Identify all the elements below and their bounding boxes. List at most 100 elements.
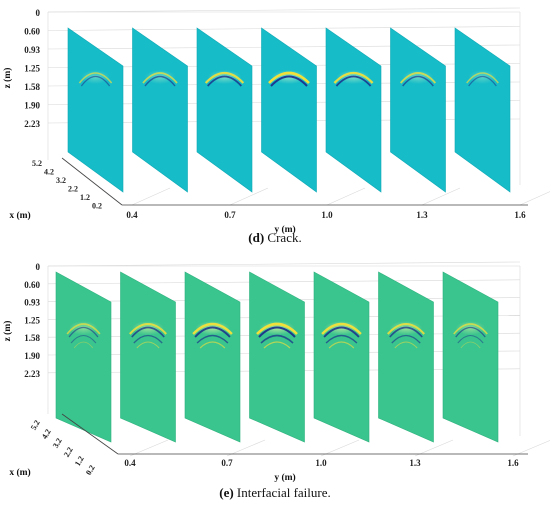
slice-plane — [261, 27, 317, 193]
anomaly-reflection-yellow — [66, 323, 101, 335]
anomaly-reflection-blue — [144, 75, 176, 87]
anomaly-reflection-blue — [468, 75, 497, 87]
z-axis-label: z (m) — [2, 321, 13, 342]
y-axis-label: y (m) — [274, 224, 295, 235]
z-tick-label: 2.23 — [24, 119, 40, 129]
anomaly-reflection-yellow-2 — [73, 341, 94, 349]
x-tick-label: 4.2 — [40, 428, 53, 441]
x-tick-label: 3.2 — [56, 176, 66, 185]
y-floor-line — [326, 187, 366, 206]
x-axis-line — [61, 157, 123, 206]
z-tick-label: 1.25 — [24, 64, 40, 74]
z-tick-label: 2.23 — [24, 369, 40, 379]
y-axis-label: y (m) — [274, 472, 295, 483]
slice-plane — [313, 271, 370, 443]
slice-face — [249, 271, 305, 443]
slice-face — [313, 271, 370, 443]
x-tick-label: 3.2 — [51, 437, 64, 450]
z-tick-label: 0.93 — [24, 45, 40, 55]
slice-plane — [442, 271, 499, 443]
z-tick-label: 1.90 — [24, 351, 40, 361]
caption-d-label: (d) — [248, 230, 265, 245]
caption-d: (d) Crack. — [0, 230, 550, 246]
anomaly-reflection-blue — [323, 326, 360, 338]
x-tick-label: 2.2 — [68, 185, 78, 194]
anomaly-reflection-blue-2 — [133, 334, 163, 344]
slice-face — [67, 27, 124, 193]
slice-plane — [325, 27, 382, 193]
caption-e-label: (e) — [219, 485, 234, 500]
z-tick-label: 1.90 — [24, 101, 40, 111]
anomaly-reflection-blue — [455, 326, 486, 338]
slice-face — [261, 27, 317, 193]
z-grid-line — [47, 26, 521, 31]
x-tick-label: 5.2 — [32, 159, 42, 168]
interfacial-failure-panel: 0 0.60 0.93 1.25 1.58 1.90 2.23 z (m) 0.4 0.7 1.0 1… — [0, 256, 550, 507]
slice-face — [55, 271, 112, 443]
y-tick-label: 0.7 — [224, 210, 236, 220]
anomaly-reflection-yellow — [256, 322, 298, 335]
anomaly-reflection-yellow — [204, 71, 245, 84]
slice-face — [196, 27, 253, 193]
x-tick-label: 1.2 — [80, 193, 90, 202]
slice-face — [390, 27, 446, 193]
anomaly-reflection-yellow — [142, 72, 178, 84]
z-tick-label: 0 — [36, 8, 41, 18]
slice-plane — [196, 27, 253, 193]
x-tick-label: 0.2 — [84, 464, 97, 477]
anomaly-reflection-yellow — [399, 72, 437, 84]
y-tick-label: 1.0 — [321, 210, 333, 220]
x-tick-label: 2.2 — [62, 446, 75, 459]
y-floor-line — [129, 439, 169, 457]
anomaly-reflection-blue — [194, 326, 231, 338]
caption-e: (e) Interfacial failure. — [0, 485, 550, 501]
anomaly-reflection-blue — [258, 326, 296, 338]
anomaly-reflection-yellow — [129, 322, 167, 335]
z-tick-label: 1.25 — [24, 315, 40, 325]
anomaly-reflection-yellow-2 — [460, 341, 481, 349]
slice-plane — [249, 271, 305, 443]
y-floor-line — [226, 439, 266, 457]
slice-face — [378, 271, 434, 443]
anomaly-reflection-blue — [68, 326, 99, 338]
y-floor-line — [229, 187, 269, 206]
y-tick-label: 1.3 — [416, 210, 428, 220]
slice-face — [454, 27, 511, 193]
y-tick-label: 0.4 — [124, 458, 136, 468]
anomaly-reflection-blue-2 — [196, 334, 229, 344]
slice-plane — [120, 271, 176, 443]
y-tick-label: 1.6 — [507, 458, 519, 468]
anomaly-reflection-yellow-2 — [328, 341, 355, 349]
x-axis-label: x (m) — [9, 210, 30, 221]
caption-d-text: Crack. — [264, 230, 302, 245]
anomaly-reflection-blue — [335, 75, 372, 87]
anomaly-reflection-blue — [402, 75, 434, 87]
y-tick-label: 1.3 — [409, 458, 421, 468]
z-grid-line — [47, 261, 521, 267]
slice-face — [132, 27, 188, 193]
interfacial-failure-3d-slice-plot: 0 0.60 0.93 1.25 1.58 1.90 2.23 z (m) 0.4 0.7 1.0 1… — [2, 261, 550, 483]
slice-plane — [454, 27, 511, 193]
crack-3d-slice-plot: 0 0.60 0.93 1.25 1.58 1.90 2.23 z (m) 0.4 0.7 1.0 1… — [2, 7, 550, 235]
z-tick-label: 1.58 — [24, 333, 40, 343]
x-axis-line — [61, 413, 119, 455]
z-tick-label: 0.60 — [24, 280, 40, 290]
anomaly-reflection-blue — [80, 75, 111, 87]
slice-face — [184, 271, 241, 443]
slice-plane — [67, 27, 124, 193]
anomaly-reflection-yellow-2 — [394, 341, 418, 349]
z-tick-label: 0.93 — [24, 298, 40, 308]
slice-face — [442, 271, 499, 443]
slice-plane — [55, 271, 112, 443]
y-tick-label: 0.7 — [221, 458, 233, 468]
y-tick-label: 1.0 — [315, 458, 327, 468]
x-tick-label: 5.2 — [29, 419, 42, 432]
y-tick-label: 0.4 — [126, 210, 138, 220]
x-tick-label: 1.2 — [73, 455, 86, 468]
anomaly-reflection-yellow — [387, 322, 425, 335]
y-floor-line — [519, 191, 550, 206]
x-tick-label: 0.2 — [92, 202, 102, 211]
caption-e-text: Interfacial failure. — [233, 485, 331, 500]
z-axis-label: z (m) — [2, 68, 13, 89]
anomaly-reflection-yellow — [466, 72, 499, 84]
